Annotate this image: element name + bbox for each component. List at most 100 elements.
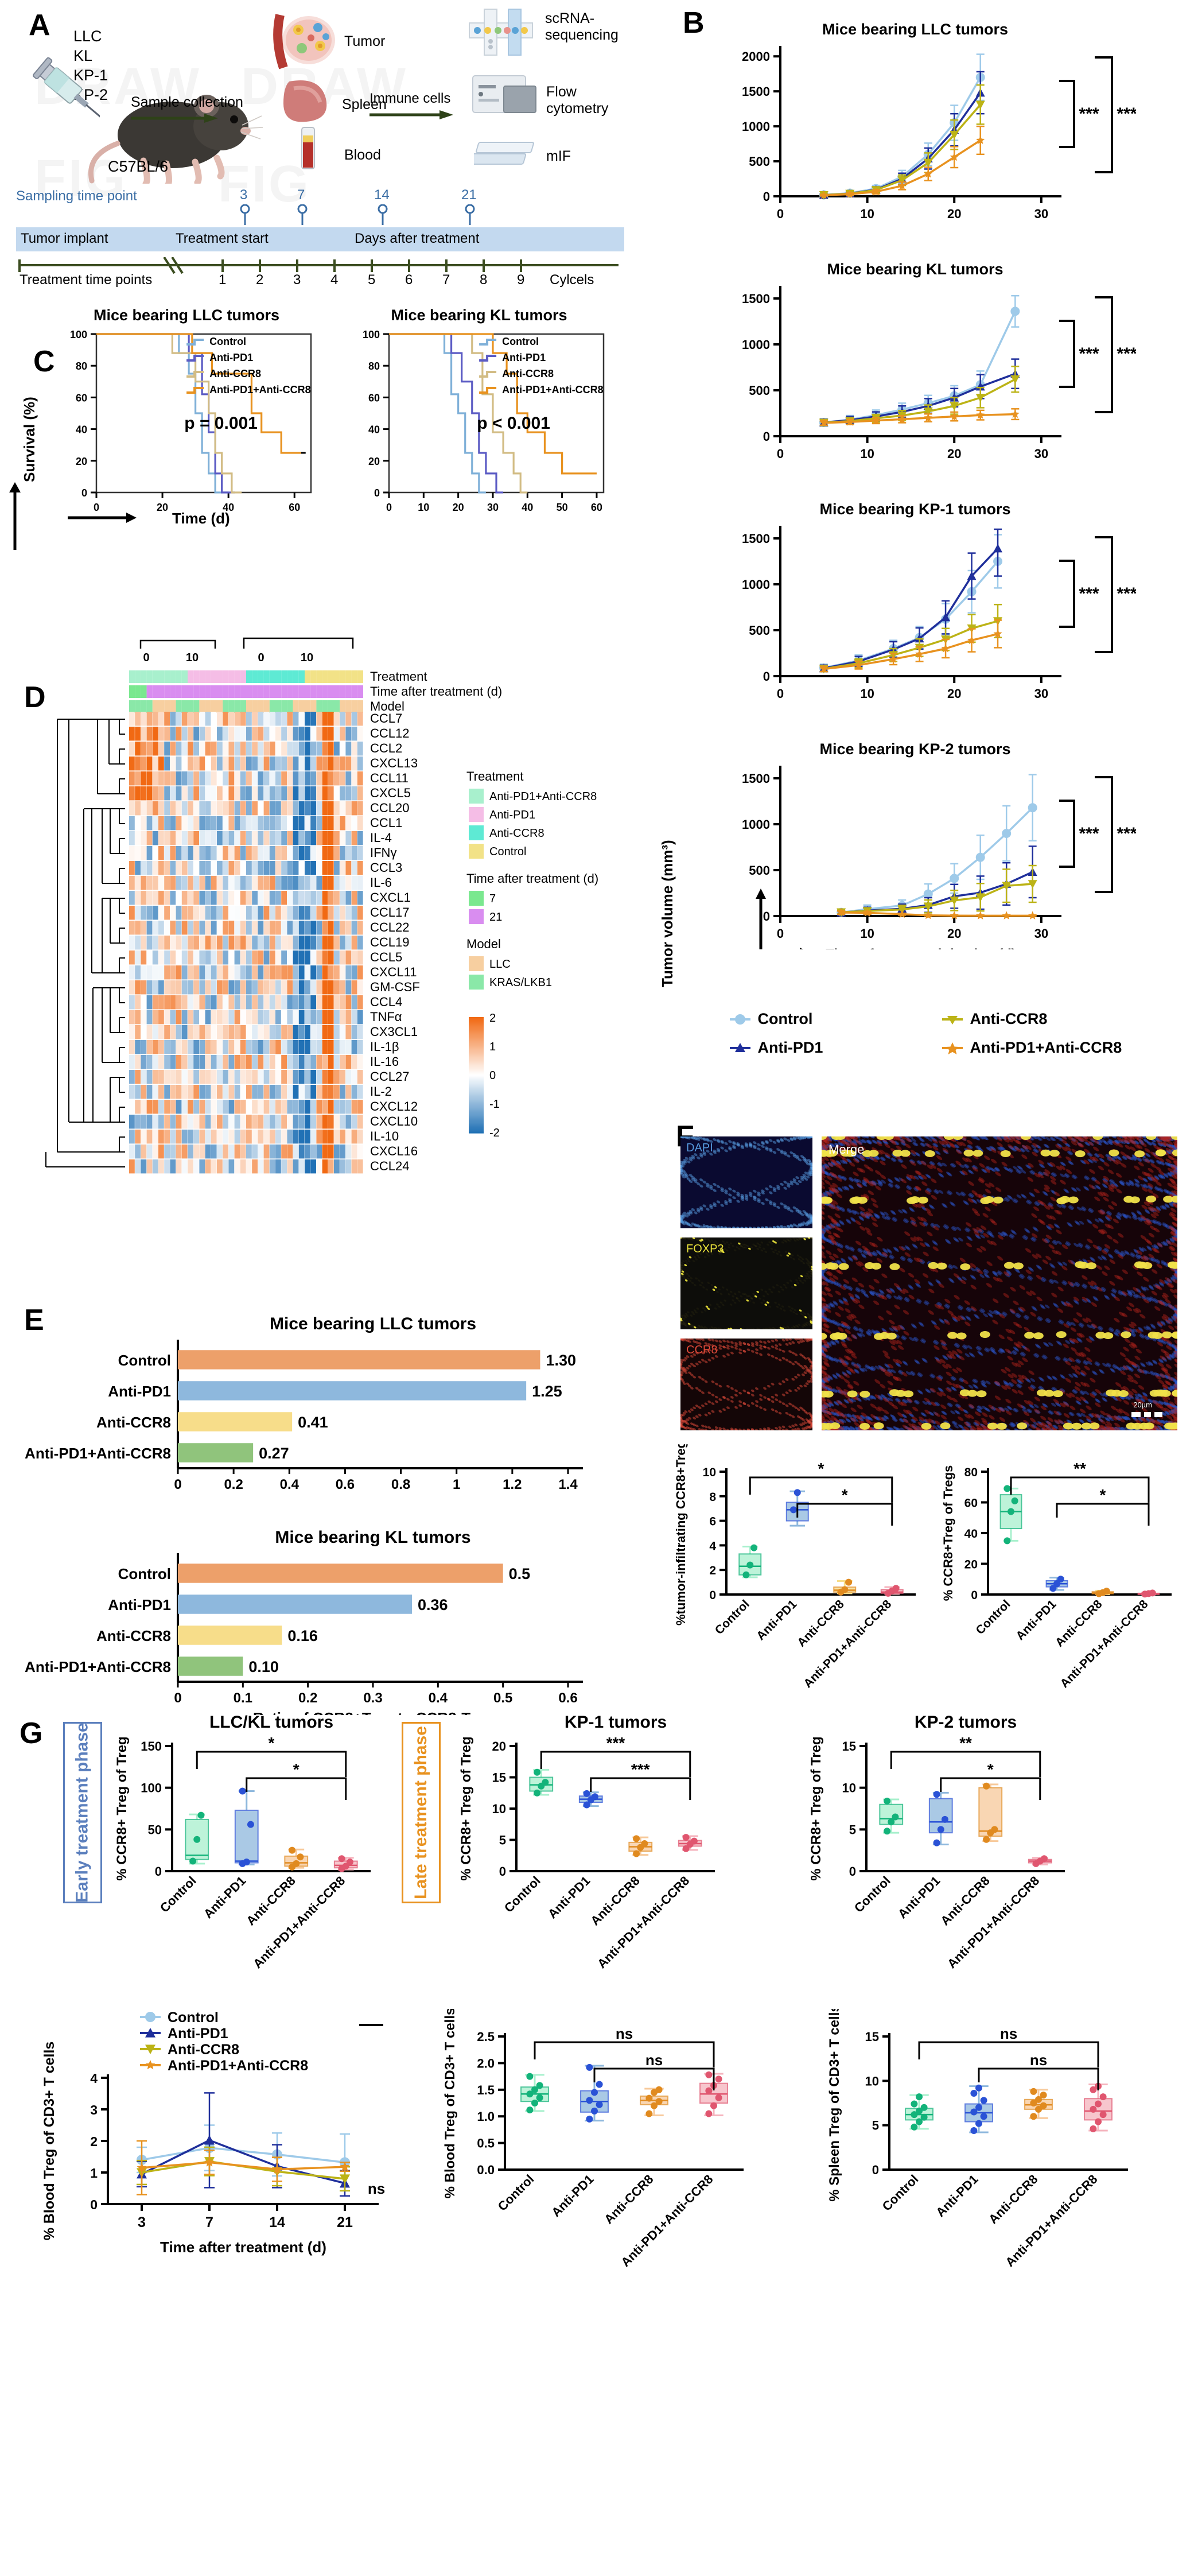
- svg-text:20: 20: [947, 926, 961, 941]
- svg-text:Anti-PD1+Anti-CCR8: Anti-PD1+Anti-CCR8: [209, 384, 311, 395]
- marker-circle-icon: [730, 1014, 750, 1025]
- svg-text:Time (d): Time (d): [172, 510, 230, 527]
- svg-text:CCL11: CCL11: [370, 771, 409, 785]
- svg-text:7: 7: [489, 893, 496, 905]
- svg-text:IFNγ: IFNγ: [370, 845, 396, 860]
- svg-text:1000: 1000: [742, 337, 770, 352]
- svg-text:50: 50: [557, 502, 568, 513]
- svg-text:0: 0: [81, 487, 87, 499]
- svg-text:60: 60: [289, 502, 300, 513]
- svg-text:Time after tumor injection (d): Time after tumor injection (d): [826, 946, 1016, 949]
- tick-9: 9: [517, 272, 525, 288]
- panel-a-timeline: Sampling time point 3 7 14 21 Tumor impl…: [0, 187, 643, 288]
- svg-text:-1: -1: [489, 1098, 500, 1111]
- svg-text:FOXP3: FOXP3: [686, 1243, 724, 1255]
- panel-b-charts: Mice bearing LLC tumors 0 500 1000 1500 2000 0…: [666, 17, 1193, 981]
- svg-text:***: ***: [1079, 824, 1099, 843]
- cell-line-kl: KL: [73, 47, 93, 64]
- svg-text:40: 40: [223, 502, 234, 513]
- cycles-label: Cylcels: [550, 272, 594, 288]
- svg-text:0: 0: [777, 447, 784, 461]
- tick-7: 7: [442, 272, 450, 288]
- svg-text:Control: Control: [118, 1352, 171, 1369]
- panel-d-heatmap: 0 10 0 10 Treatment Time after treatment (d) M…: [11, 626, 654, 1251]
- cell-line-kp1: KP-1: [73, 67, 108, 84]
- svg-text:30: 30: [1034, 207, 1048, 221]
- panel-b-chart-1: Mice bearing KL tumors 0 500 1000 1500 0 10 20 3…: [742, 261, 1136, 461]
- svg-text:Mice bearing KL tumors: Mice bearing KL tumors: [827, 261, 1003, 278]
- tick-3: 3: [293, 272, 301, 288]
- legend-item-anticcr8: Anti-CCR8: [941, 1010, 1047, 1028]
- svg-text:CX3CL1: CX3CL1: [370, 1025, 418, 1039]
- svg-text:Control: Control: [209, 336, 246, 347]
- sampling-value-21: 21: [461, 187, 477, 203]
- svg-text:Anti-PD1: Anti-PD1: [489, 809, 535, 821]
- svg-text:IL-4: IL-4: [370, 831, 392, 845]
- legend-label-combo: Anti-PD1+Anti-CCR8: [970, 1039, 1122, 1056]
- svg-text:CXCL13: CXCL13: [370, 756, 418, 770]
- svg-text:***: ***: [1079, 104, 1099, 123]
- svg-text:30: 30: [487, 502, 499, 513]
- svg-text:Anti-PD1: Anti-PD1: [108, 1383, 171, 1400]
- svg-text:0.36: 0.36: [418, 1596, 448, 1613]
- arrow-immune-cells: [369, 110, 453, 119]
- svg-text:CXCL11: CXCL11: [370, 965, 417, 979]
- tick-8: 8: [480, 272, 488, 288]
- panel-label-b: B: [683, 6, 705, 40]
- svg-text:0: 0: [777, 686, 784, 701]
- svg-text:Anti-PD1: Anti-PD1: [502, 352, 546, 363]
- svg-text:500: 500: [749, 863, 770, 878]
- svg-text:40: 40: [522, 502, 533, 513]
- svg-text:Anti-PD1+Anti-CCR8: Anti-PD1+Anti-CCR8: [489, 790, 597, 803]
- arrow-sample-collection: [131, 114, 218, 123]
- svg-text:-2: -2: [489, 1127, 500, 1139]
- if-image-dapi: DAPI: [680, 1136, 812, 1228]
- slides-icon: [474, 142, 534, 165]
- tick-1: 1: [219, 272, 227, 288]
- phase-banner-label: Early treatment phase: [73, 1722, 92, 1903]
- svg-text:0.10: 0.10: [248, 1658, 279, 1675]
- svg-text:***: ***: [1117, 824, 1136, 843]
- svg-text:Time after treatment (d): Time after treatment (d): [466, 871, 598, 886]
- tick-6: 6: [405, 272, 413, 288]
- immune-cells-label: Immune cells: [369, 91, 451, 106]
- svg-text:Mice bearing KP-1 tumors: Mice bearing KP-1 tumors: [819, 501, 1010, 518]
- panel-c-y-arrow: [9, 482, 21, 550]
- svg-text:30: 30: [1034, 447, 1048, 461]
- panel-b-chart-3: Mice bearing KP-2 tumors 0 500 1000 1500 0 10 2…: [742, 740, 1136, 949]
- panel-label-e: E: [24, 1303, 44, 1337]
- svg-text:p = 0.001: p = 0.001: [184, 414, 258, 433]
- if-image-foxp3: FOXP3: [680, 1237, 812, 1329]
- svg-text:Control: Control: [118, 1565, 171, 1582]
- svg-text:20: 20: [947, 207, 961, 221]
- svg-text:0.4: 0.4: [429, 1690, 448, 1706]
- svg-text:500: 500: [749, 623, 770, 638]
- cell-line-list: LLC KL KP-1 KP-2: [73, 26, 108, 104]
- pin-icon: [240, 204, 250, 225]
- svg-text:CCL3: CCL3: [370, 860, 402, 875]
- svg-text:1500: 1500: [742, 771, 770, 786]
- tumor-illustration: [273, 14, 335, 69]
- svg-text:10: 10: [418, 502, 429, 513]
- marker-triangle-up-icon: [730, 1042, 750, 1052]
- svg-text:0: 0: [143, 651, 149, 664]
- svg-text:CXCL10: CXCL10: [370, 1114, 418, 1128]
- panel-f: DAPI FOXP3 CCR8 Merge 20µm 0 2 4 6 8 10 Control Anti…: [660, 1125, 1198, 1699]
- svg-text:0: 0: [763, 429, 770, 444]
- svg-text:0: 0: [374, 487, 380, 499]
- svg-text:80: 80: [76, 360, 87, 372]
- svg-text:Mice bearing LLC tumors: Mice bearing LLC tumors: [822, 21, 1008, 38]
- panel-b-chart-0: Mice bearing LLC tumors 0 500 1000 1500 2000 0…: [742, 21, 1136, 221]
- svg-text:Control: Control: [489, 845, 526, 858]
- svg-text:IL-2: IL-2: [370, 1084, 392, 1099]
- panel-label-d: D: [24, 681, 46, 714]
- treatment-axis: [18, 257, 619, 274]
- svg-text:0: 0: [258, 651, 264, 664]
- svg-text:0.6: 0.6: [558, 1690, 577, 1706]
- svg-text:0.3: 0.3: [363, 1690, 382, 1706]
